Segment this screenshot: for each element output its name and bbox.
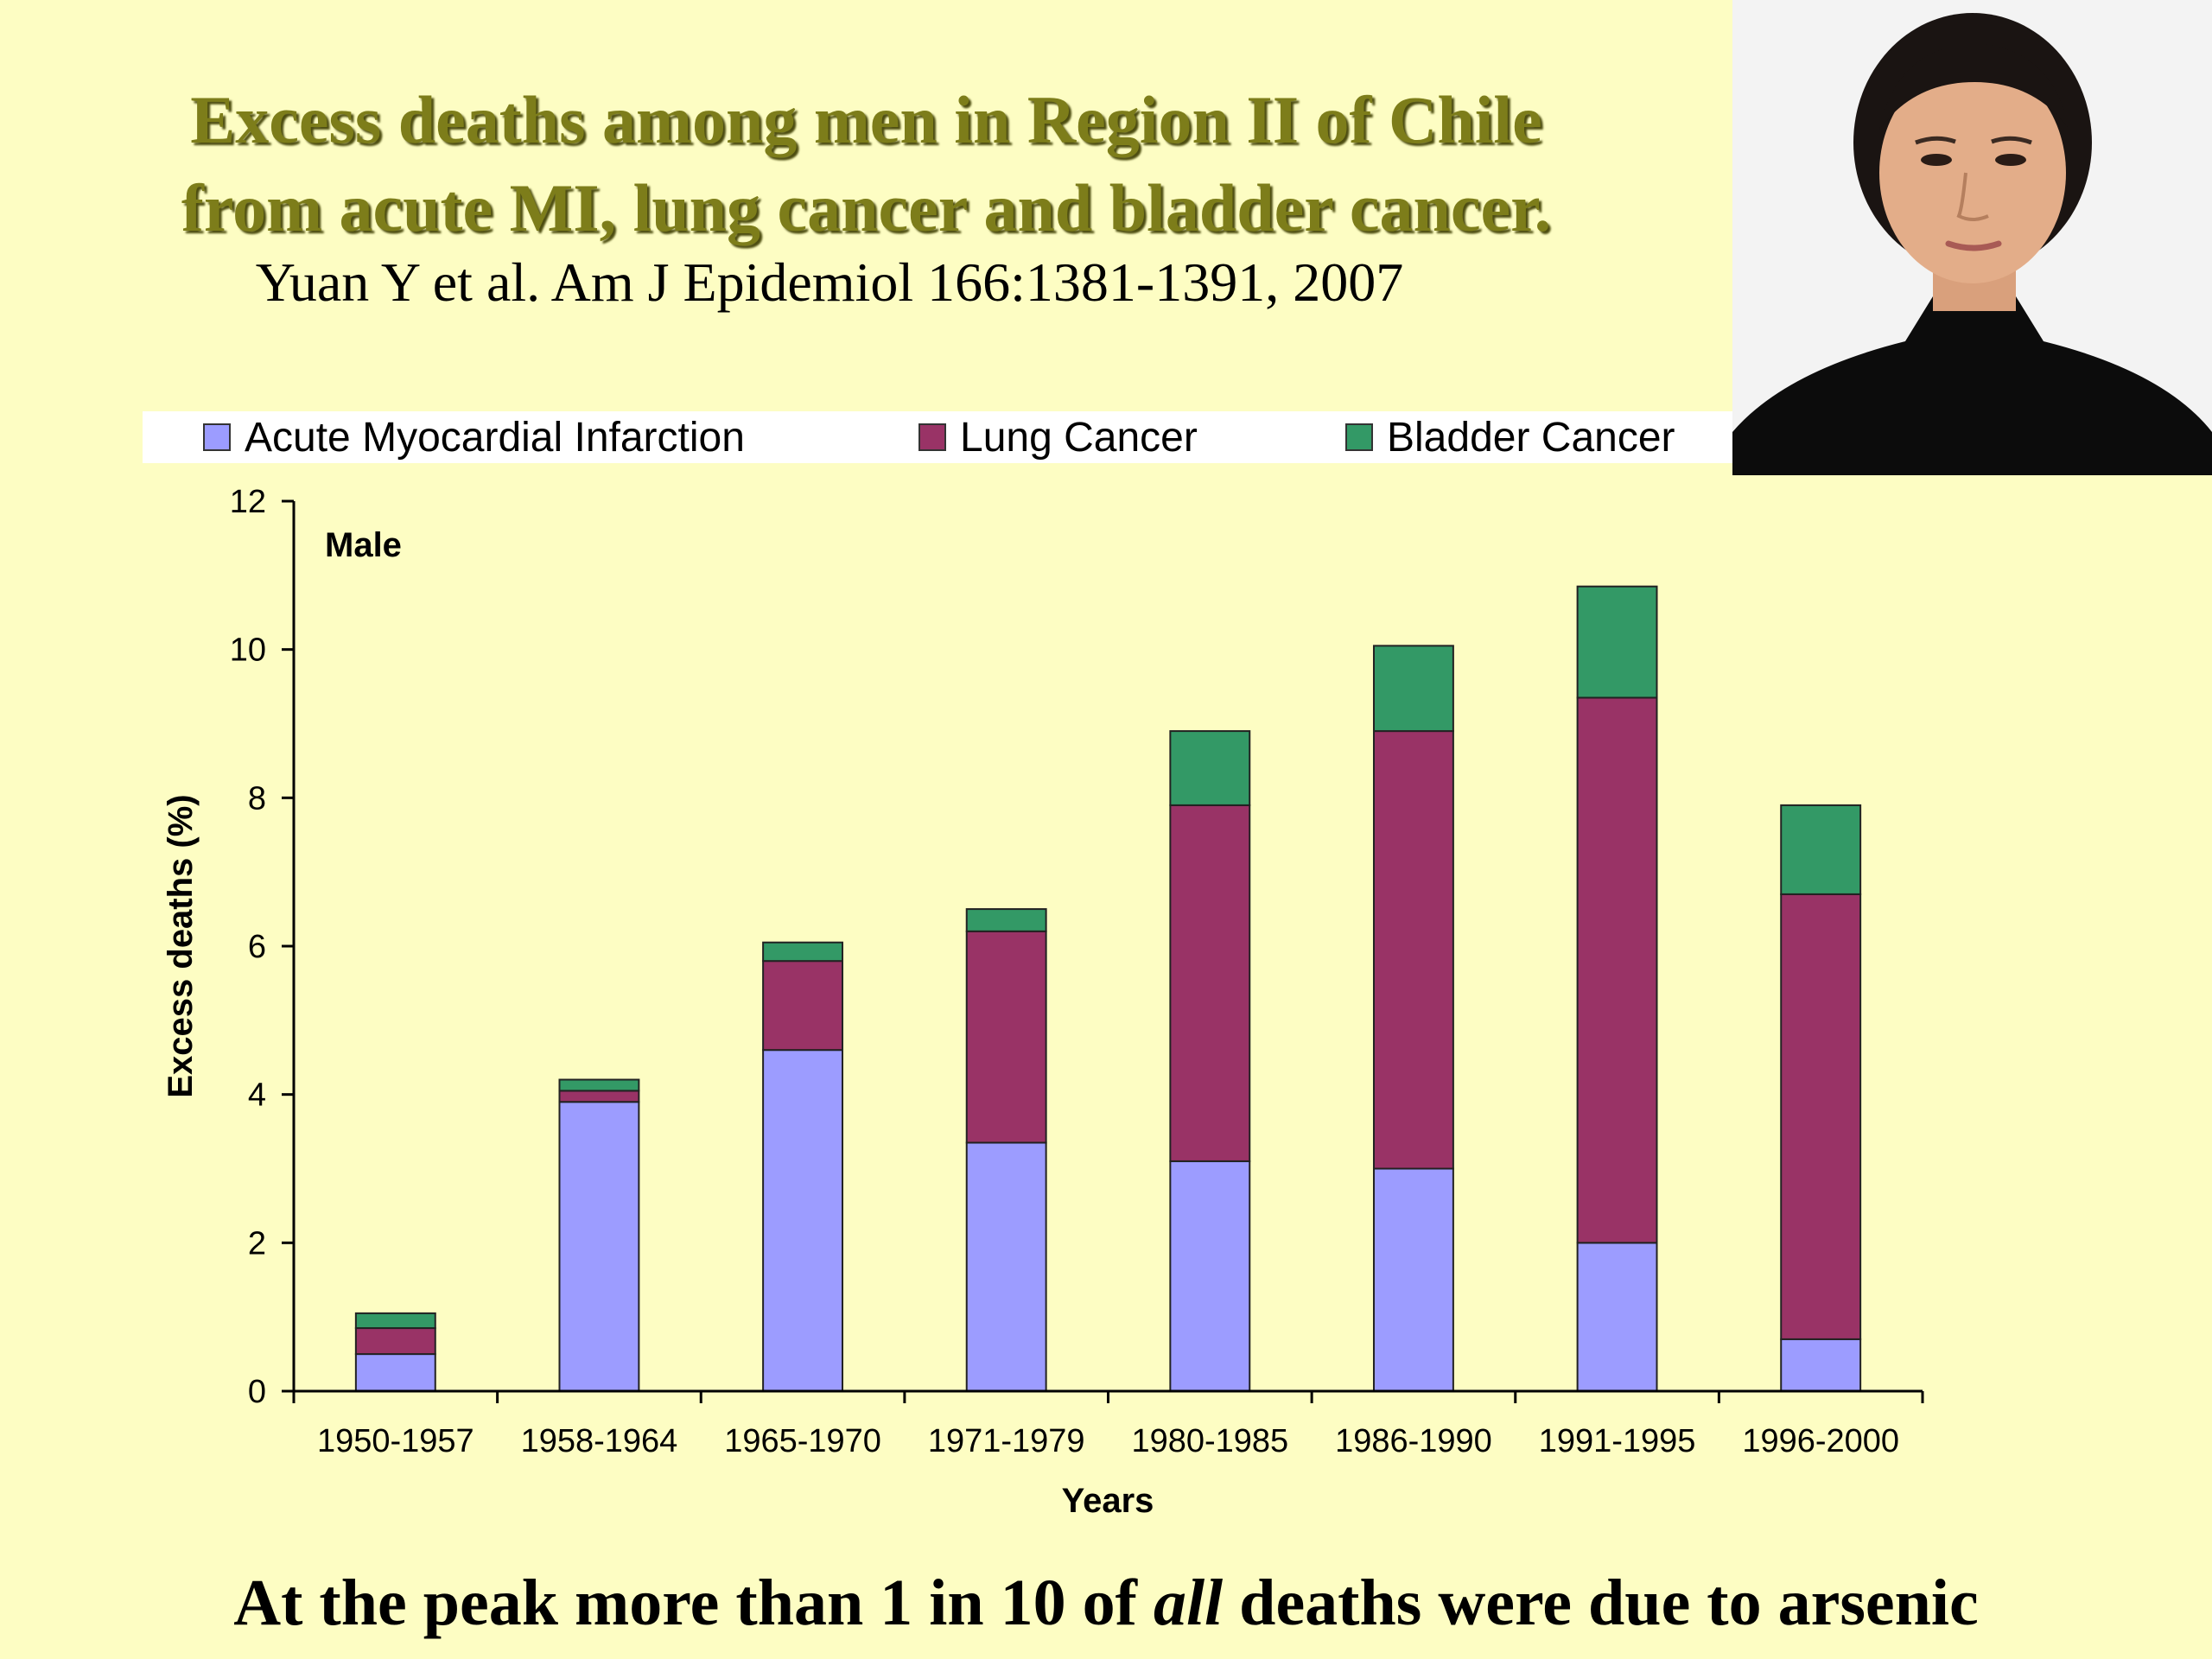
bar-1991-1995-series-2	[1576, 585, 1658, 699]
bar-1971-1979-series-2	[965, 908, 1047, 932]
x-tick-label: 1980-1985	[1131, 1423, 1288, 1459]
stacked-bar-chart: 1950-1957 1958-1964 1965-1970 1971-1979 1980…	[0, 467, 2212, 1538]
y-tick-label: 0	[248, 1374, 266, 1410]
portrait-photo	[1732, 0, 2212, 475]
bar-1965-1970-series-0	[762, 1049, 844, 1393]
bar-1991-1995-series-0	[1576, 1242, 1658, 1392]
x-tick-label: 1996-2000	[1742, 1423, 1899, 1459]
y-tick-label: 6	[248, 929, 266, 965]
y-tick-label: 10	[230, 632, 266, 669]
legend-item-lung: Lung Cancer	[918, 414, 1198, 461]
chart-legend: Acute Myocardial Infarction Lung Cancer …	[143, 411, 1732, 463]
bar-1996-2000-series-1	[1780, 893, 1862, 1340]
slide-title: Excess deaths among men in Region II of …	[0, 76, 1732, 252]
x-tick-label: 1965-1970	[724, 1423, 881, 1459]
bar-1950-1957-series-2	[354, 1312, 436, 1330]
legend-item-ami: Acute Myocardial Infarction	[203, 414, 745, 461]
bar-1986-1990-series-1	[1372, 730, 1454, 1170]
legend-label-lung: Lung Cancer	[960, 414, 1198, 461]
bar-1958-1964-series-1	[558, 1090, 640, 1103]
x-tick-label: 1971-1979	[928, 1423, 1085, 1459]
x-tick-label: 1986-1990	[1335, 1423, 1492, 1459]
x-tick-label: 1958-1964	[521, 1423, 678, 1459]
portrait-image	[1732, 0, 2212, 475]
bar-1996-2000-series-0	[1780, 1338, 1862, 1393]
bar-1950-1957-series-1	[354, 1327, 436, 1356]
chart-canvas: 1950-1957 1958-1964 1965-1970 1971-1979 1980…	[162, 484, 1924, 1520]
legend-label-bladder: Bladder Cancer	[1387, 414, 1675, 461]
bar-1971-1979-series-0	[965, 1141, 1047, 1392]
bar-1958-1964-series-0	[558, 1101, 640, 1392]
y-tick-label: 8	[248, 780, 266, 817]
panel-label: Male	[325, 526, 402, 564]
y-axis-title: Excess deaths (%)	[162, 794, 200, 1097]
bars-group	[354, 585, 1862, 1393]
legend-swatch-lung	[918, 423, 946, 451]
y-tick-label: 12	[230, 484, 266, 520]
bar-1996-2000-series-2	[1780, 804, 1862, 895]
bar-1950-1957-series-0	[354, 1353, 436, 1393]
y-tick-label: 4	[248, 1077, 266, 1114]
footer-statement: At the peak more than 1 in 10 of all dea…	[0, 1566, 2212, 1641]
bar-1980-1985-series-0	[1169, 1160, 1251, 1393]
bar-1965-1970-series-2	[762, 941, 844, 963]
footer-emphasis: all	[1153, 1567, 1224, 1639]
title-line-1: Excess deaths among men in Region II of …	[190, 82, 1542, 157]
bar-1980-1985-series-2	[1169, 730, 1251, 806]
bar-1980-1985-series-1	[1169, 804, 1251, 1162]
legend-swatch-ami	[203, 423, 231, 451]
title-line-2: from acute MI, lung cancer and bladder c…	[181, 170, 1552, 245]
x-tick-label: 1991-1995	[1539, 1423, 1696, 1459]
bar-1986-1990-series-0	[1372, 1167, 1454, 1392]
footer-text-end: deaths were due to arsenic	[1223, 1567, 1979, 1639]
bar-1971-1979-series-1	[965, 930, 1047, 1144]
citation: Yuan Y et al. Am J Epidemiol 166:1381-13…	[255, 251, 1404, 313]
y-tick-label: 2	[248, 1225, 266, 1262]
x-tick-label: 1950-1957	[317, 1423, 474, 1459]
bar-1991-1995-series-1	[1576, 696, 1658, 1244]
x-axis-title: Years	[1062, 1482, 1154, 1520]
bar-1986-1990-series-2	[1372, 645, 1454, 733]
axes-group: 1950-1957 1958-1964 1965-1970 1971-1979 1980…	[230, 484, 1924, 1459]
legend-swatch-bladder	[1345, 423, 1373, 451]
footer-text-start: At the peak more than 1 in 10 of	[233, 1567, 1154, 1639]
bar-1965-1970-series-1	[762, 960, 844, 1052]
legend-label-ami: Acute Myocardial Infarction	[245, 414, 745, 461]
legend-item-bladder: Bladder Cancer	[1345, 414, 1675, 461]
bar-1958-1964-series-2	[558, 1078, 640, 1092]
